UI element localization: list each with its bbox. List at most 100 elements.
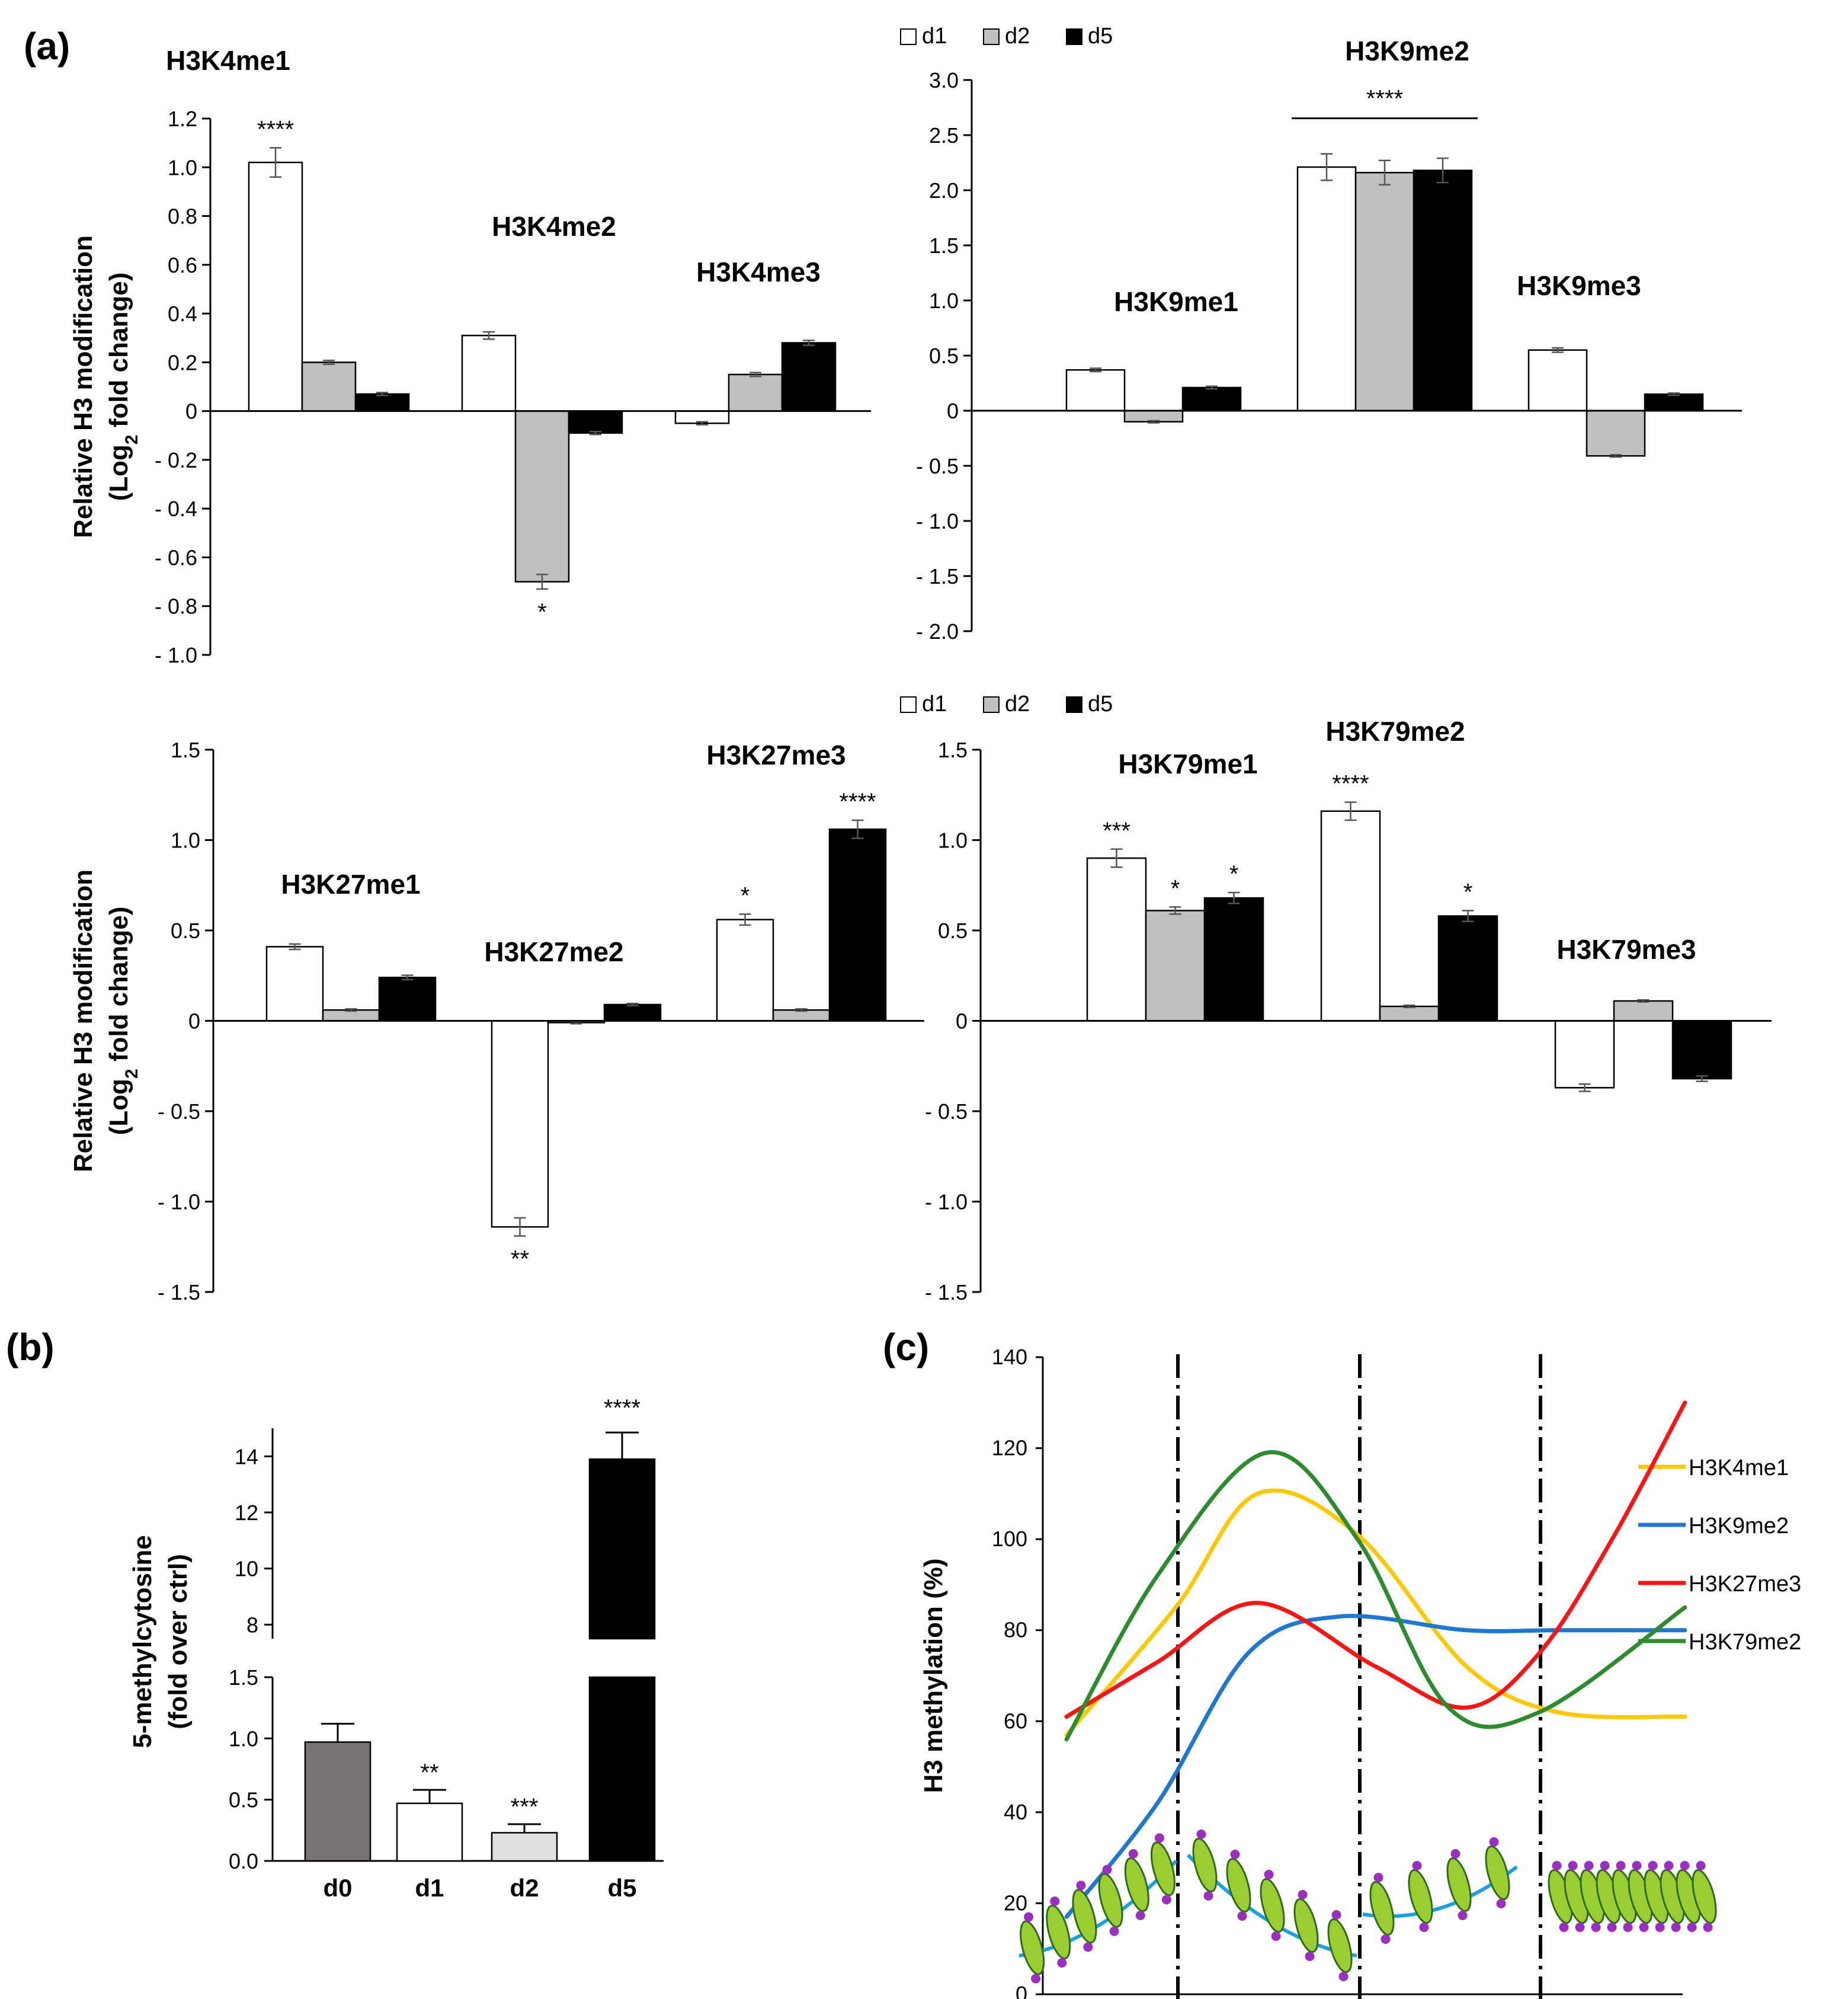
legend-label-d2: d2 [1005, 24, 1030, 49]
bar-H3K9me2-d2 [1354, 171, 1415, 412]
y-tick-label: 0.5 [929, 344, 959, 368]
significance-mark: **** [604, 1395, 640, 1421]
group-title: H3K9me3 [1517, 270, 1641, 301]
y-tick-label: 0.0 [229, 1849, 258, 1873]
methyl-dot [1076, 1880, 1086, 1891]
y-tick-label: 1.5 [229, 1665, 258, 1690]
group-title: H3K79me3 [1556, 934, 1696, 965]
y-tick-label: 1.0 [171, 829, 200, 853]
x-category-label: d5 [607, 1874, 636, 1902]
significance-mark: *** [1103, 818, 1130, 844]
y-tick-label: 2.0 [929, 178, 959, 203]
bar-H3K79me3-d5 [1671, 1020, 1732, 1080]
helix-turn [1192, 1837, 1218, 1893]
methyl-dot [1237, 1911, 1247, 1921]
legend-swatch-d5 [1066, 696, 1082, 713]
y-tick-label: - 1.0 [925, 1190, 968, 1214]
bar-H3K9me1-d1 [1065, 369, 1126, 412]
methyl-dot [1050, 1896, 1060, 1906]
methyl-dot [1680, 1861, 1690, 1870]
helix-turn [1446, 1857, 1472, 1912]
y-tick-label: 100 [992, 1527, 1027, 1551]
panel-label-c: (c) [883, 1326, 929, 1368]
bar-H3K27me2-d1 [491, 1020, 549, 1228]
y-tick-label: 0.5 [229, 1788, 258, 1812]
methyl-dot [1575, 1923, 1585, 1932]
legend-swatch-d2 [983, 28, 1000, 45]
y-tick-label: 0 [188, 1009, 200, 1034]
methyl-dot [1271, 1931, 1281, 1941]
y-tick-label: 0.5 [171, 919, 200, 943]
methyl-dot [1109, 1926, 1119, 1936]
chart-h3k4: 1.2 1.0 0.8 0.6 0.4 0.2 0 - 0.2 - 0.4 - 0.6 - 0.8 -… [69, 45, 871, 667]
methyl-dot [1489, 1837, 1499, 1847]
y-tick-label: 1.0 [929, 289, 959, 313]
y-tick-label: 0 [956, 1009, 968, 1034]
x-category-label: d0 [323, 1874, 352, 1902]
bar-H3K4me3-d5 [781, 342, 837, 412]
bar-H3K4me1-d2 [301, 362, 357, 412]
panel-label-a: (a) [24, 25, 70, 68]
bar-d5-upper [588, 1458, 656, 1640]
y-tick-label: - 1.5 [158, 1280, 200, 1304]
y-tick-label: - 1.0 [158, 1190, 200, 1214]
y-axis-label-line1: Relative H3 modification [69, 869, 98, 1172]
bar-H3K9me3-d1 [1527, 349, 1588, 412]
group-title: H3K27me3 [706, 740, 845, 770]
significance-mark: * [1463, 879, 1473, 905]
group-title: H3K27me1 [281, 869, 420, 900]
methyl-dot [1264, 1870, 1274, 1879]
significance-mark: **** [1332, 770, 1369, 797]
legend-swatch-d1 [900, 28, 917, 45]
bar-H3K4me2-d5 [568, 410, 623, 434]
methyl-dot [1196, 1830, 1206, 1839]
methyl-dot [1412, 1861, 1422, 1870]
methyl-dot [1458, 1911, 1468, 1920]
helix-turn [1260, 1878, 1285, 1933]
methyl-dot [1419, 1923, 1429, 1932]
y-tick-label: - 0.5 [925, 1099, 968, 1124]
methyl-dot [1135, 1911, 1145, 1920]
y-axis-label-pre: (Log [104, 1079, 133, 1135]
y-axis-label-pre: (Log [104, 444, 133, 501]
methyl-dot [1203, 1891, 1213, 1901]
methyl-dot [1496, 1899, 1506, 1908]
y-axis-label-line2: (Log2 fold change) [104, 273, 142, 501]
bar-H3K79me1-d2 [1145, 910, 1206, 1022]
y-axis-label-post: fold change) [104, 907, 133, 1069]
bar-H3K4me2-d2 [514, 410, 570, 583]
legend-label-d1: d1 [922, 24, 947, 49]
significance-mark: **** [839, 789, 876, 815]
y-tick-label: 14 [235, 1444, 258, 1469]
panel-label-b: (b) [6, 1326, 55, 1368]
methyl-dot [1591, 1923, 1601, 1932]
helix-turn [1098, 1873, 1123, 1928]
methyl-dot [1639, 1923, 1649, 1932]
methyl-dot [1338, 1972, 1349, 1981]
methyl-dot [1584, 1861, 1594, 1870]
bar-H3K9me2-d5 [1413, 169, 1473, 412]
legend-label-H3K9me2: H3K9me2 [1689, 1514, 1789, 1539]
bar-H3K9me2-d1 [1296, 166, 1357, 412]
helix-turn [1072, 1889, 1097, 1944]
methyl-dot [1161, 1895, 1171, 1905]
y-tick-label: - 1.5 [925, 1280, 968, 1304]
bar-H3K9me3-d2 [1586, 410, 1646, 457]
x-category-label: d1 [415, 1874, 444, 1902]
y-tick-label: 60 [1004, 1709, 1027, 1733]
y-axis-label-line1: 5-methylcytosine [128, 1535, 157, 1748]
legend-swatch-d5 [1066, 28, 1082, 45]
methyl-dot [1331, 1910, 1341, 1920]
methyl-dot [1102, 1864, 1112, 1875]
y-tick-label: 0.2 [168, 350, 197, 375]
methyl-dot [1696, 1861, 1706, 1870]
chart-h3k9: 3.0 2.5 2.0 1.5 1.0 0.5 0 - 0.5 - 1.0 - 1.5 - 2.0 H… [900, 24, 1742, 644]
y-tick-label: 8 [246, 1613, 258, 1637]
y-tick-label: - 2.0 [916, 619, 959, 644]
bar-H3K79me3-d2 [1613, 1000, 1674, 1022]
significance-mark: **** [257, 116, 294, 142]
y-tick-label: 1.5 [938, 738, 968, 762]
y-tick-label: 12 [235, 1501, 258, 1525]
y-tick-label: 1.0 [229, 1726, 258, 1751]
